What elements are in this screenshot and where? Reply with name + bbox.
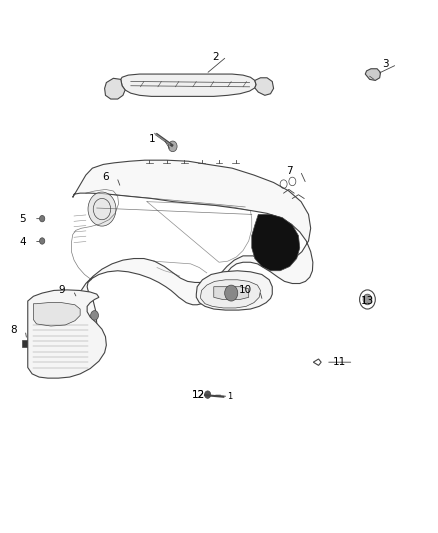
Circle shape [363,294,372,305]
Text: 1: 1 [149,134,155,144]
Text: 5: 5 [19,214,26,224]
Text: 12: 12 [192,390,205,400]
Text: 1: 1 [227,392,232,401]
Polygon shape [121,74,256,96]
Bar [21,340,27,348]
Circle shape [168,141,177,152]
Polygon shape [255,78,274,95]
Text: 11: 11 [332,357,346,367]
Text: 10: 10 [239,286,252,295]
Polygon shape [201,280,261,308]
Polygon shape [105,78,125,99]
Text: 2: 2 [212,52,219,61]
Polygon shape [28,290,106,378]
Polygon shape [365,69,381,80]
Text: 12: 12 [192,390,205,400]
Circle shape [39,238,45,244]
Polygon shape [214,287,249,300]
Text: 4: 4 [19,237,26,247]
Polygon shape [196,271,272,310]
Text: 8: 8 [11,325,17,335]
Polygon shape [252,214,300,271]
Text: 7: 7 [286,166,292,176]
Circle shape [88,192,116,226]
Circle shape [225,285,238,301]
Text: 6: 6 [102,172,109,182]
Text: 9: 9 [59,286,65,295]
Polygon shape [71,160,313,344]
Text: 13: 13 [361,296,374,306]
Circle shape [39,215,45,222]
Circle shape [91,311,99,320]
Circle shape [205,391,211,398]
Polygon shape [33,303,80,326]
Text: 3: 3 [383,60,389,69]
